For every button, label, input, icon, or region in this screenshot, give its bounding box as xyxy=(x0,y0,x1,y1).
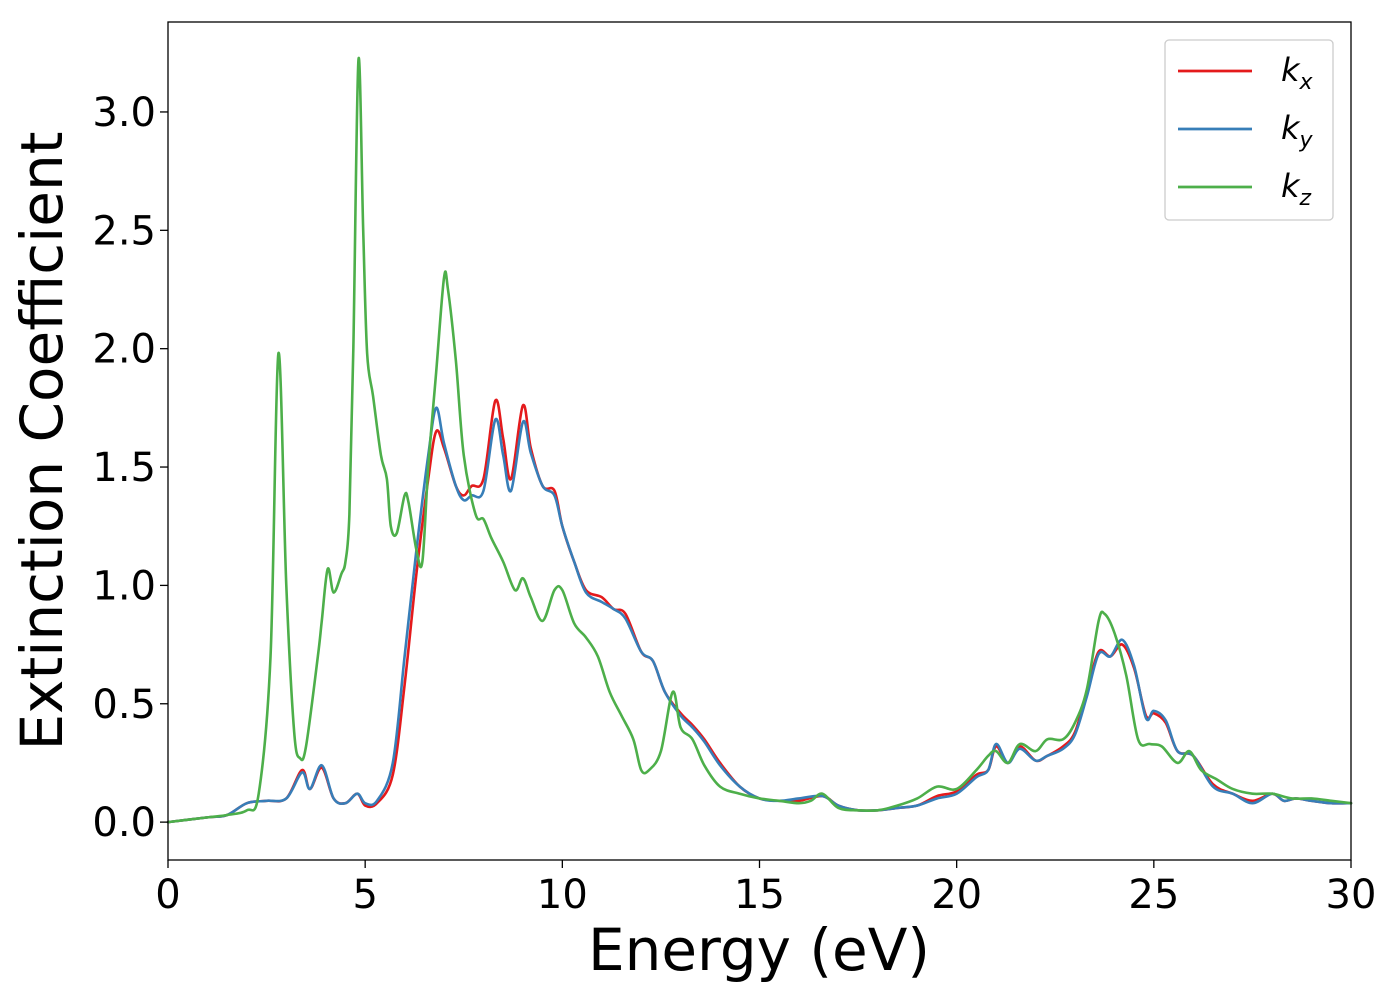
series-layer xyxy=(166,56,1353,824)
x-tick-label: 15 xyxy=(734,872,785,918)
y-axis: 0.0 0.5 1.0 1.5 2.0 2.5 3.0 xyxy=(92,90,168,846)
y-tick-label: 0.0 xyxy=(92,800,156,846)
y-tick-label: 1.5 xyxy=(92,445,156,491)
x-tick-label: 0 xyxy=(155,872,180,918)
series-line-y xyxy=(166,406,1353,824)
x-tick-label: 30 xyxy=(1326,872,1377,918)
x-axis-title: Energy (eV) xyxy=(588,916,930,984)
x-tick-label: 10 xyxy=(537,872,588,918)
x-tick-label: 20 xyxy=(931,872,982,918)
y-tick-label: 2.0 xyxy=(92,327,156,373)
x-axis: 0 5 10 15 20 25 30 xyxy=(155,860,1376,918)
x-tick-label: 5 xyxy=(352,872,377,918)
x-tick-label: 25 xyxy=(1128,872,1179,918)
series-line-z xyxy=(166,56,1353,824)
y-axis-title: Extinction Coefficient xyxy=(8,132,76,751)
y-tick-label: 0.5 xyxy=(92,682,156,728)
y-tick-label: 1.0 xyxy=(92,563,156,609)
y-tick-label: 2.5 xyxy=(92,208,156,254)
y-tick-label: 3.0 xyxy=(92,90,156,136)
